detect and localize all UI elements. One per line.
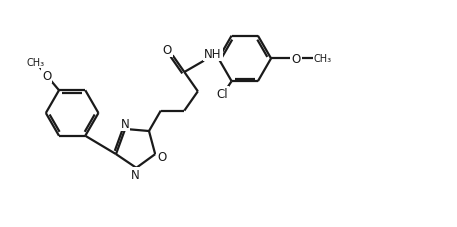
Text: NH: NH bbox=[204, 48, 222, 61]
Text: O: O bbox=[163, 44, 172, 57]
Text: CH₃: CH₃ bbox=[314, 54, 332, 64]
Text: CH₃: CH₃ bbox=[27, 58, 45, 68]
Text: O: O bbox=[157, 150, 166, 163]
Text: N: N bbox=[131, 168, 140, 181]
Text: O: O bbox=[42, 70, 51, 83]
Text: Cl: Cl bbox=[217, 88, 228, 101]
Text: O: O bbox=[292, 53, 301, 66]
Text: N: N bbox=[121, 118, 129, 131]
